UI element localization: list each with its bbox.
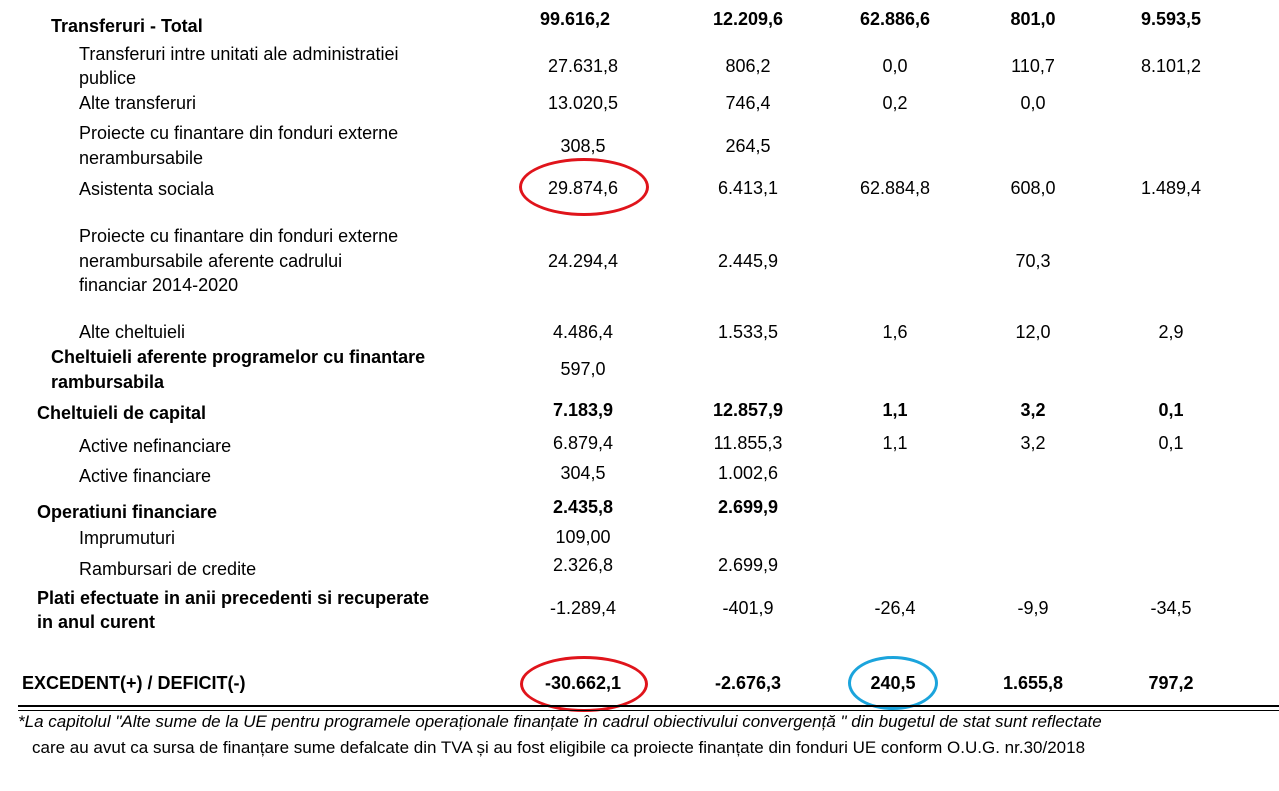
cell-value: 12.209,6 xyxy=(712,9,784,29)
cell-value: 1.655,8 xyxy=(1002,673,1064,693)
row-label: Alte transferuri xyxy=(79,93,197,113)
cell-value: 6.413,1 xyxy=(717,178,779,198)
row-label: Alte cheltuieli xyxy=(79,322,186,342)
cell-value: 2.326,8 xyxy=(552,555,614,575)
cell-value: 2.435,8 xyxy=(552,497,614,517)
row-label-line: in anul curent xyxy=(37,612,156,632)
cell-value: 7.183,9 xyxy=(552,400,614,420)
cell-value: 1.002,6 xyxy=(717,463,779,483)
cell-value: 70,3 xyxy=(1015,251,1051,271)
cell-value: 2,9 xyxy=(1158,322,1184,342)
cell-value: 0,1 xyxy=(1158,400,1184,420)
cell-value: 746,4 xyxy=(725,93,771,113)
cell-value: 1.489,4 xyxy=(1140,178,1202,198)
footnote-line: care au avut ca sursa de finanțare sume … xyxy=(32,738,1086,757)
row-label-line: Cheltuieli aferente programelor cu finan… xyxy=(51,347,426,367)
red-highlight-circle xyxy=(520,656,648,712)
footnote-line: *La capitolul "Alte sume de la UE pentru… xyxy=(18,712,1102,731)
row-label-line: financiar 2014-2020 xyxy=(79,275,239,295)
row-label-line: Transferuri intre unitati ale administra… xyxy=(79,44,399,64)
cell-value: 801,0 xyxy=(1010,9,1056,29)
cell-value: -2.676,3 xyxy=(714,673,782,693)
cell-value: -9,9 xyxy=(1017,598,1049,618)
row-label: Imprumuturi xyxy=(79,528,176,548)
row-label: Active nefinanciare xyxy=(79,436,232,456)
cell-value: -401,9 xyxy=(722,598,774,618)
cell-value: 806,2 xyxy=(725,56,771,76)
cell-value: 62.886,6 xyxy=(859,9,931,29)
row-label-line: Plati efectuate in anii precedenti si re… xyxy=(37,588,430,608)
cell-value: 2.445,9 xyxy=(717,251,779,271)
row-label-line: nerambursabile aferente cadrului xyxy=(79,251,343,271)
cell-value: 3,2 xyxy=(1020,400,1046,420)
cell-value: 3,2 xyxy=(1020,433,1046,453)
row-label: Rambursari de credite xyxy=(79,559,257,579)
cell-value: 797,2 xyxy=(1148,673,1194,693)
cell-value: 2.699,9 xyxy=(717,555,779,575)
cell-value: 24.294,4 xyxy=(547,251,619,271)
cell-value: 9.593,5 xyxy=(1140,9,1202,29)
cell-value: 109,00 xyxy=(555,527,611,547)
cell-value: 0,1 xyxy=(1158,433,1184,453)
cell-value: 62.884,8 xyxy=(859,178,931,198)
cell-value: 4.486,4 xyxy=(552,322,614,342)
red-highlight-circle xyxy=(519,158,649,216)
cell-value: -34,5 xyxy=(1150,598,1192,618)
row-label-line: rambursabila xyxy=(51,372,165,392)
table-bottom-rule xyxy=(18,710,1279,711)
cell-value: 2.699,9 xyxy=(717,497,779,517)
cell-value: 597,0 xyxy=(560,359,606,379)
row-label-line: Proiecte cu finantare din fonduri extern… xyxy=(79,226,399,246)
row-label-line: Proiecte cu finantare din fonduri extern… xyxy=(79,123,399,143)
cell-value: 110,7 xyxy=(1011,56,1055,76)
cell-value: 8.101,2 xyxy=(1140,56,1202,76)
table-bottom-rule xyxy=(18,705,1279,707)
cell-value: -1.289,4 xyxy=(549,598,617,618)
row-label: Active financiare xyxy=(79,466,212,486)
cell-value: 11.855,3 xyxy=(713,433,783,453)
row-label: Asistenta sociala xyxy=(79,179,215,199)
cell-value: 608,0 xyxy=(1010,178,1056,198)
cell-value: 264,5 xyxy=(725,136,771,156)
cell-value: 0,2 xyxy=(882,93,908,113)
cell-value: 27.631,8 xyxy=(547,56,619,76)
cell-value: 0,0 xyxy=(1020,93,1046,113)
cell-value: 1,6 xyxy=(882,322,908,342)
cell-value: 1.533,5 xyxy=(717,322,779,342)
cell-value: 13.020,5 xyxy=(547,93,619,113)
row-label-line: publice xyxy=(79,68,137,88)
row-label-line: nerambursabile xyxy=(79,148,204,168)
cell-value: 12.857,9 xyxy=(712,400,784,420)
blue-highlight-circle xyxy=(848,656,938,710)
cell-value: -26,4 xyxy=(874,598,916,618)
cell-value: 12,0 xyxy=(1015,322,1051,342)
cell-value: 304,5 xyxy=(560,463,606,483)
cell-value: 99.616,2 xyxy=(539,9,611,29)
cell-value: 0,0 xyxy=(882,56,908,76)
row-label: EXCEDENT(+) / DEFICIT(-) xyxy=(22,673,246,693)
cell-value: 1,1 xyxy=(882,400,908,420)
row-label: Cheltuieli de capital xyxy=(37,403,207,423)
row-label: Operatiuni financiare xyxy=(37,502,218,522)
cell-value: 1,1 xyxy=(882,433,908,453)
row-label: Transferuri - Total xyxy=(51,16,203,36)
cell-value: 6.879,4 xyxy=(552,433,614,453)
cell-value: 308,5 xyxy=(560,136,606,156)
